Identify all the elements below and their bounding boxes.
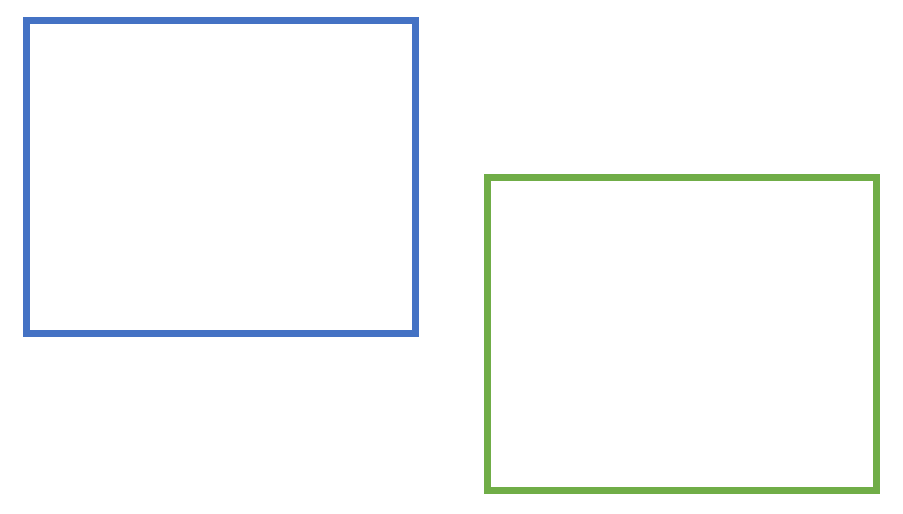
blue-rectangle <box>23 17 419 337</box>
green-rectangle <box>484 174 880 494</box>
